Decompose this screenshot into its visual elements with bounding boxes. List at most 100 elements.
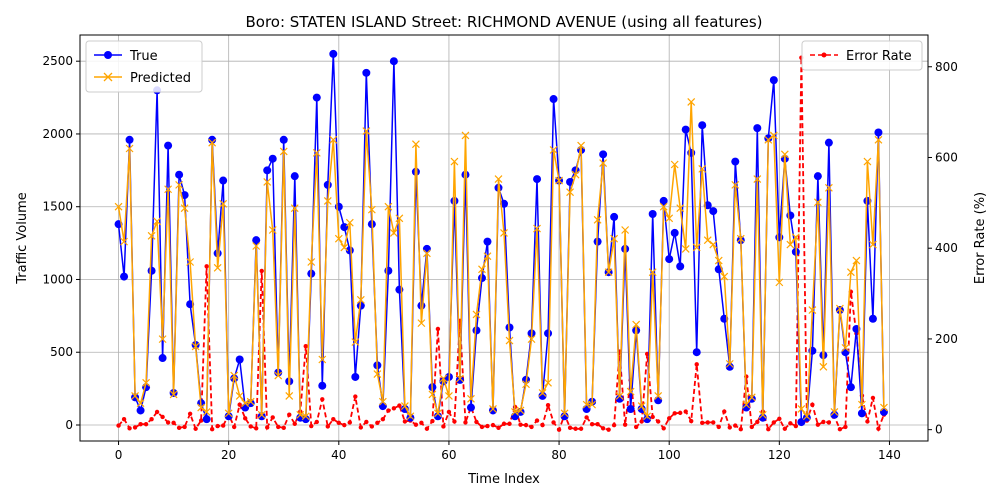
true-point [488,406,497,415]
predicted-point [268,226,277,234]
y2-axis-label: Error Rate (%) [973,192,988,284]
predicted-point [367,205,376,214]
predicted-point [164,185,173,194]
true-point [874,128,883,137]
error-rate-point [303,343,308,349]
predicted-point [670,160,679,169]
x-tick-label: 100 [658,448,681,462]
error-rate-point [529,424,534,430]
predicted-point [588,400,597,409]
error-rate-point [353,394,358,399]
error-rate-point [143,422,149,427]
predicted-point [846,268,855,277]
error-rate-point [220,423,226,428]
true-point [742,403,751,412]
predicted-point [753,175,762,183]
predicted-point [555,176,563,185]
predicted-point [626,387,635,396]
true-point [235,355,244,364]
error-rate-point [595,422,600,427]
predicted-point [527,335,536,344]
predicted-point [422,249,431,258]
true-point [208,135,217,144]
predicted-point [824,183,833,192]
error-rate-point [452,419,457,424]
predicted-point [648,268,657,277]
error-rate-point [193,426,198,431]
true-point [516,407,525,416]
true-point [433,412,442,421]
predicted-point [632,320,641,329]
predicted-point [345,218,354,227]
true-point [362,68,371,77]
error-rate-point [573,426,578,431]
predicted-point [841,343,850,352]
true-point [544,329,553,338]
y-axis-label: Traffic Volume [15,192,30,285]
error-rate-point [165,420,171,425]
predicted-point [461,131,470,140]
error-rate-point [182,424,187,430]
error-rate-point [435,326,441,332]
true-point [857,409,866,418]
true-point [246,399,255,408]
true-point [125,135,134,144]
predicted-point [786,240,795,249]
predicted-point [257,410,266,419]
true-point [681,125,690,134]
error-rate-point [309,423,314,429]
error-rate-point [215,423,220,429]
error-rate-point [292,421,297,426]
predicted-point [566,188,575,197]
error-rate-point [490,422,496,428]
legend-right: Error Rate [801,40,923,71]
predicted-point [819,362,828,371]
true-point [384,266,393,275]
predicted-point [395,214,404,223]
predicted-point [687,98,696,106]
error-rate-point [540,422,545,428]
predicted-point [472,310,481,319]
error-rate-point [771,420,777,425]
error-rate-point [788,421,793,426]
predicted-point [747,393,756,402]
predicted-point [571,170,580,179]
error-rate-point [176,425,182,431]
predicted-point [830,407,839,416]
predicted-point [285,391,294,400]
true-point [268,154,277,163]
error-rate-point [600,426,606,431]
x-tick-label: 60 [441,448,456,462]
predicted-point [230,371,239,380]
predicted-point [362,127,371,135]
predicted-point [494,175,503,183]
error-rate-point [507,421,512,426]
true-point [582,404,591,413]
true-point [466,403,475,412]
x-tick-label: 40 [331,448,346,462]
error-rate-point [127,426,132,431]
y2-tick-label: 600 [935,150,958,164]
true-point [219,176,228,185]
error-rate-point [342,422,347,428]
predicted-point [599,159,608,167]
error-rate-point [485,423,490,429]
predicted-point [604,268,613,277]
predicted-point [467,394,475,403]
error-rate-point [386,408,391,413]
error-rate-point [479,424,485,430]
y-tick-label: 500 [50,345,73,359]
true-point [731,157,740,166]
error-rate-point [402,419,408,424]
legend-predicted-label: Predicted [130,71,191,86]
error-rate-point [121,417,127,422]
x-tick-label: 120 [768,448,791,462]
error-rate-point [755,419,760,425]
predicted-point [186,258,195,266]
error-rate-point [738,427,743,432]
error-rate-point [523,422,529,428]
true-point [450,196,459,205]
true-point [687,148,696,157]
predicted-point [235,391,244,400]
